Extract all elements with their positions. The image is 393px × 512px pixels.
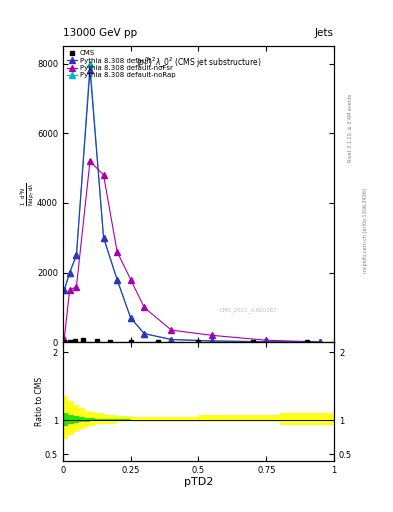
Pythia 8.308 default-noFsr	[129, 276, 133, 283]
Line: Pythia 8.308 default: Pythia 8.308 default	[61, 68, 323, 345]
CMS	[196, 339, 201, 345]
Pythia 8.308 default-noRap	[318, 339, 323, 345]
Pythia 8.308 default	[74, 252, 79, 258]
Pythia 8.308 default-noFsr	[210, 332, 215, 338]
Pythia 8.308 default-noFsr	[67, 287, 72, 293]
Pythia 8.308 default-noRap	[129, 315, 133, 321]
Pythia 8.308 default-noFsr	[101, 172, 106, 178]
Pythia 8.308 default-noRap	[115, 276, 119, 283]
Text: $(p_T^D)^2\lambda\_0^2$ (CMS jet substructure): $(p_T^D)^2\lambda\_0^2$ (CMS jet substru…	[136, 55, 261, 70]
Line: Pythia 8.308 default-noFsr: Pythia 8.308 default-noFsr	[61, 158, 323, 345]
CMS	[305, 339, 309, 346]
CMS	[81, 337, 86, 343]
Line: CMS: CMS	[62, 338, 309, 345]
Text: Rivet 3.1.10, ≥ 3.4M events: Rivet 3.1.10, ≥ 3.4M events	[347, 94, 352, 162]
Pythia 8.308 default-noRap	[210, 338, 215, 344]
Pythia 8.308 default-noRap	[88, 60, 92, 67]
CMS	[108, 338, 113, 345]
CMS	[62, 339, 66, 345]
CMS	[156, 339, 160, 345]
Pythia 8.308 default	[129, 315, 133, 321]
Pythia 8.308 default-noRap	[142, 331, 147, 337]
Text: mcplots.cern.ch [arXiv:1306.3436]: mcplots.cern.ch [arXiv:1306.3436]	[363, 188, 368, 273]
CMS	[94, 337, 99, 344]
Pythia 8.308 default-noRap	[169, 336, 174, 343]
Text: Jets: Jets	[315, 28, 334, 38]
CMS	[73, 337, 77, 344]
Legend: CMS, Pythia 8.308 default, Pythia 8.308 default-noFsr, Pythia 8.308 default-noRa: CMS, Pythia 8.308 default, Pythia 8.308 …	[65, 48, 177, 80]
Pythia 8.308 default-noFsr	[115, 249, 119, 255]
Pythia 8.308 default-noRap	[264, 339, 269, 345]
CMS	[67, 338, 72, 345]
Pythia 8.308 default	[264, 339, 269, 345]
Pythia 8.308 default-noFsr	[88, 158, 92, 164]
Pythia 8.308 default	[318, 339, 323, 345]
Pythia 8.308 default-noRap	[74, 252, 79, 258]
Pythia 8.308 default-noFsr	[169, 327, 174, 333]
Y-axis label: Ratio to CMS: Ratio to CMS	[35, 377, 44, 426]
Pythia 8.308 default	[142, 331, 147, 337]
Pythia 8.308 default	[101, 234, 106, 241]
CMS	[129, 339, 133, 345]
Pythia 8.308 default-noRap	[67, 269, 72, 275]
Pythia 8.308 default-noFsr	[142, 305, 147, 311]
Pythia 8.308 default-noFsr	[264, 337, 269, 343]
Text: CMS_2021_I1920187: CMS_2021_I1920187	[220, 307, 278, 313]
Pythia 8.308 default	[62, 287, 66, 293]
Pythia 8.308 default	[67, 269, 72, 275]
CMS	[250, 339, 255, 346]
Pythia 8.308 default-noRap	[101, 234, 106, 241]
Pythia 8.308 default-noFsr	[62, 336, 66, 342]
Pythia 8.308 default	[115, 276, 119, 283]
Pythia 8.308 default-noFsr	[318, 339, 323, 345]
Pythia 8.308 default-noFsr	[74, 284, 79, 290]
Pythia 8.308 default	[210, 338, 215, 344]
Pythia 8.308 default	[169, 336, 174, 343]
Text: 13000 GeV pp: 13000 GeV pp	[63, 28, 137, 38]
Pythia 8.308 default	[88, 68, 92, 74]
Y-axis label: $\frac{1}{\mathrm{N}}\frac{\mathrm{d}^2\mathrm{N}}{\mathrm{d}p_T\,\mathrm{d}\lam: $\frac{1}{\mathrm{N}}\frac{\mathrm{d}^2\…	[18, 182, 35, 206]
Line: Pythia 8.308 default-noRap: Pythia 8.308 default-noRap	[61, 61, 323, 345]
X-axis label: pTD2: pTD2	[184, 477, 213, 487]
Pythia 8.308 default-noRap	[62, 287, 66, 293]
